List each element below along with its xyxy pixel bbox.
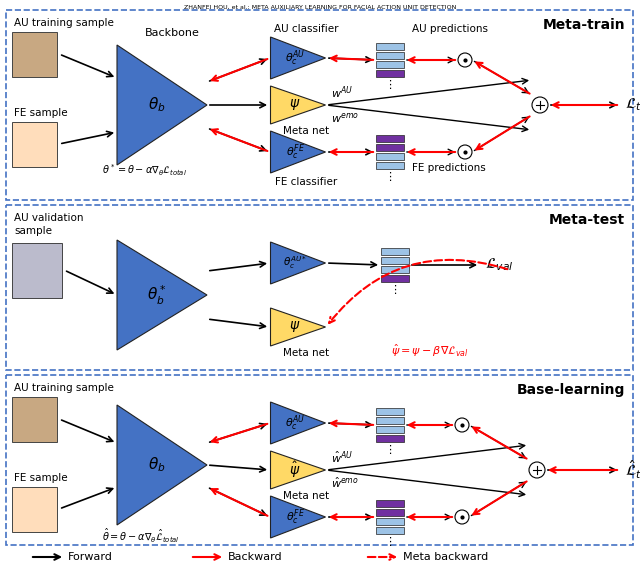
Text: $w^{emo}$: $w^{emo}$ (331, 111, 359, 125)
Circle shape (455, 510, 469, 524)
Bar (376, 135, 404, 142)
Text: $w^{AU}$: $w^{AU}$ (331, 85, 353, 102)
Polygon shape (271, 131, 326, 173)
Polygon shape (117, 45, 207, 165)
Bar (12, 243, 62, 298)
Text: $\hat{w}^{emo}$: $\hat{w}^{emo}$ (331, 476, 359, 490)
Polygon shape (117, 240, 207, 350)
Text: Meta-train: Meta-train (542, 18, 625, 32)
Polygon shape (271, 308, 326, 346)
Text: AU validation: AU validation (14, 213, 83, 223)
Bar (12, 397, 57, 442)
Bar (376, 435, 404, 442)
Bar (376, 509, 404, 516)
Text: sample: sample (14, 226, 52, 236)
Bar (376, 518, 404, 525)
Text: $\theta_b$: $\theta_b$ (148, 456, 166, 474)
Text: AU training sample: AU training sample (14, 383, 114, 393)
Text: ⋮: ⋮ (385, 80, 396, 90)
Text: $\theta_c^{AU}$: $\theta_c^{AU}$ (285, 413, 305, 433)
Bar (12, 122, 57, 167)
Polygon shape (271, 242, 326, 284)
Bar (376, 144, 404, 151)
Bar (376, 527, 404, 534)
Bar (376, 70, 404, 77)
Text: Meta net: Meta net (283, 491, 329, 501)
Bar (6, 205, 633, 370)
Text: FE predictions: FE predictions (412, 163, 486, 173)
Text: FE classifier: FE classifier (275, 177, 337, 187)
Text: $\psi$: $\psi$ (289, 98, 301, 112)
Text: $\hat{\psi} = \psi - \beta\nabla\mathcal{L}_{val}$: $\hat{\psi} = \psi - \beta\nabla\mathcal… (391, 343, 469, 359)
Text: $\mathcal{L}_{val}$: $\mathcal{L}_{val}$ (485, 257, 513, 274)
Polygon shape (271, 451, 326, 489)
Text: $\theta^* = \theta - \alpha\nabla_\theta\mathcal{L}_{total}$: $\theta^* = \theta - \alpha\nabla_\theta… (102, 162, 187, 178)
Text: FE sample: FE sample (14, 108, 68, 118)
Text: Backward: Backward (228, 552, 283, 562)
Bar (376, 43, 404, 50)
Text: $\hat{\theta} = \theta - \alpha\nabla_\theta\hat{\mathcal{L}}_{total}$: $\hat{\theta} = \theta - \alpha\nabla_\t… (102, 527, 180, 545)
Text: $\theta_c^{FE}$: $\theta_c^{FE}$ (285, 507, 305, 527)
Bar (376, 61, 404, 68)
Text: $\mathcal{L}_{total}$: $\mathcal{L}_{total}$ (625, 96, 640, 113)
Text: $\theta_b^*$: $\theta_b^*$ (147, 283, 167, 307)
Bar (12, 32, 57, 77)
Circle shape (455, 418, 469, 432)
Text: Meta-test: Meta-test (549, 213, 625, 227)
Polygon shape (271, 402, 326, 444)
Bar (381, 257, 409, 264)
Bar (376, 162, 404, 169)
Circle shape (532, 97, 548, 113)
Text: Meta backward: Meta backward (403, 552, 488, 562)
Bar (381, 248, 409, 255)
Polygon shape (271, 86, 326, 124)
Bar (6, 10, 633, 200)
Text: Base-learning: Base-learning (516, 383, 625, 397)
Circle shape (458, 53, 472, 67)
Text: FE sample: FE sample (14, 473, 68, 483)
Text: ZHANFEI HOU, et al.: META AUXILIARY LEARNING FOR FACIAL ACTION UNIT DETECTION: ZHANFEI HOU, et al.: META AUXILIARY LEAR… (184, 5, 456, 10)
Text: $\theta_c^{AU*}$: $\theta_c^{AU*}$ (283, 254, 307, 271)
Bar (381, 275, 409, 282)
Text: $\theta_c^{FE}$: $\theta_c^{FE}$ (285, 142, 305, 162)
Text: $\hat{w}^{AU}$: $\hat{w}^{AU}$ (331, 450, 353, 466)
Bar (381, 266, 409, 273)
Polygon shape (271, 37, 326, 79)
Polygon shape (117, 405, 207, 525)
Circle shape (529, 462, 545, 478)
Text: ⋮: ⋮ (385, 537, 396, 547)
Text: $\theta_c^{AU}$: $\theta_c^{AU}$ (285, 48, 305, 68)
Text: Forward: Forward (68, 552, 113, 562)
Text: ⋮: ⋮ (389, 285, 401, 295)
Text: $\theta_b$: $\theta_b$ (148, 96, 166, 114)
Bar (12, 487, 57, 532)
Text: Meta net: Meta net (283, 126, 329, 136)
Text: Backbone: Backbone (145, 28, 200, 38)
Text: $\psi$: $\psi$ (289, 319, 301, 334)
Text: ⋮: ⋮ (385, 172, 396, 182)
Text: ⋮: ⋮ (385, 445, 396, 455)
Text: Meta net: Meta net (283, 348, 329, 358)
Text: $\hat{\mathcal{L}}_{total}$: $\hat{\mathcal{L}}_{total}$ (625, 459, 640, 481)
Polygon shape (271, 496, 326, 538)
Text: AU training sample: AU training sample (14, 18, 114, 28)
Bar (376, 500, 404, 507)
Bar (6, 375, 633, 545)
Text: $\hat{\psi}$: $\hat{\psi}$ (289, 460, 301, 480)
Text: AU classifier: AU classifier (274, 24, 339, 34)
Bar (376, 417, 404, 424)
Bar (376, 52, 404, 59)
Circle shape (458, 145, 472, 159)
Bar (376, 408, 404, 415)
Text: AU predictions: AU predictions (412, 24, 488, 34)
Bar (376, 426, 404, 433)
Bar (376, 153, 404, 160)
